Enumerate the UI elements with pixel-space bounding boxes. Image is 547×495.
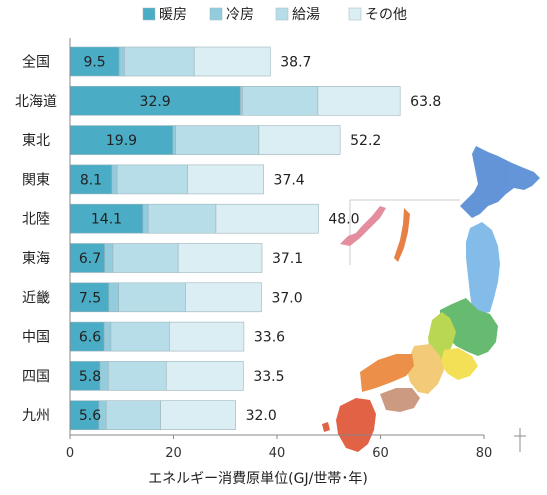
legend-swatch-1 bbox=[142, 7, 156, 21]
bar-segment-3 bbox=[124, 46, 195, 77]
x-axis-label: エネルギー消費原単位(GJ/世帯･年) bbox=[148, 471, 368, 487]
bar-segment-2 bbox=[103, 321, 112, 352]
legend-label-4: その他 bbox=[365, 7, 407, 23]
legend-label-2: 冷房 bbox=[226, 7, 254, 23]
category-label: 関東 bbox=[22, 172, 50, 188]
data-label: 9.5 bbox=[83, 55, 105, 71]
x-tick-label: 40 bbox=[269, 446, 286, 461]
category-label: 東北 bbox=[22, 133, 50, 149]
bar-segment-4 bbox=[317, 86, 401, 116]
bar-segment-3 bbox=[107, 361, 167, 391]
bar-segment-1 bbox=[69, 125, 174, 155]
category-label: 北陸 bbox=[22, 212, 50, 228]
bar-segment-2 bbox=[142, 203, 149, 234]
legend-swatch-3 bbox=[275, 7, 289, 21]
bar-segment-1 bbox=[69, 321, 105, 352]
x-tick-label: 80 bbox=[476, 446, 493, 461]
data-label: 32.9 bbox=[140, 94, 171, 110]
data-label: 8.1 bbox=[80, 172, 102, 188]
total-label: 48.0 bbox=[328, 212, 359, 228]
category-label: 近畿 bbox=[22, 290, 50, 306]
total-label: 37.1 bbox=[272, 251, 303, 267]
bar-segment-4 bbox=[177, 243, 263, 273]
legend-swatch-2 bbox=[209, 7, 223, 21]
x-tick-label: 20 bbox=[165, 446, 182, 461]
bar-segment-2 bbox=[111, 164, 118, 195]
bar-segment-3 bbox=[112, 243, 179, 273]
bar-segment-1 bbox=[69, 361, 101, 391]
x-tick-label: 60 bbox=[372, 446, 389, 461]
data-label: 6.6 bbox=[79, 330, 101, 346]
x-tick-label: 0 bbox=[66, 446, 74, 461]
bar-segment-3 bbox=[242, 86, 319, 116]
bar-segment-1 bbox=[69, 243, 105, 273]
legend-swatch-4 bbox=[348, 7, 362, 21]
legend: 暖房 冷房 給湯 その他 bbox=[142, 6, 407, 23]
bar-segment-4 bbox=[187, 164, 264, 195]
category-label: 北海道 bbox=[15, 94, 57, 110]
bar-segment-2 bbox=[108, 282, 119, 313]
total-label: 33.5 bbox=[253, 369, 284, 385]
bar-segment-2 bbox=[99, 361, 109, 391]
bar-segment-3 bbox=[118, 282, 186, 313]
japan-region-map-icon bbox=[322, 146, 540, 452]
bar-segment-4 bbox=[258, 125, 341, 155]
total-label: 38.7 bbox=[280, 55, 311, 71]
bar-segment-4 bbox=[165, 361, 244, 391]
bar-segment-4 bbox=[185, 282, 262, 313]
bar-segment-2 bbox=[239, 86, 243, 116]
bar-segment-4 bbox=[215, 203, 319, 234]
bar-segment-1 bbox=[69, 46, 120, 77]
bar-segment-2 bbox=[104, 243, 114, 273]
legend-label-1: 暖房 bbox=[159, 7, 187, 23]
category-label: 中国 bbox=[22, 330, 50, 346]
data-label: 5.8 bbox=[79, 369, 101, 385]
bar-segment-2 bbox=[118, 46, 125, 77]
category-label: 九州 bbox=[22, 408, 50, 424]
total-label: 37.4 bbox=[274, 172, 305, 188]
bar-segment-4 bbox=[160, 400, 236, 431]
bar-segment-4 bbox=[169, 321, 245, 352]
x-axis: 0 20 40 60 80 bbox=[66, 38, 492, 461]
bar-segment-3 bbox=[105, 400, 161, 431]
total-label: 33.6 bbox=[254, 330, 285, 346]
data-label: 14.1 bbox=[91, 212, 122, 228]
category-label: 全国 bbox=[22, 54, 50, 71]
bar-segment-3 bbox=[116, 164, 188, 195]
total-label: 63.8 bbox=[410, 94, 441, 110]
bar-segment-2 bbox=[172, 125, 176, 155]
bar-segment-3 bbox=[175, 125, 260, 155]
category-label: 東海 bbox=[22, 251, 50, 267]
data-label: 5.6 bbox=[79, 408, 101, 424]
data-label: 7.5 bbox=[79, 290, 101, 306]
bar-segment-3 bbox=[147, 203, 217, 234]
data-label: 6.7 bbox=[79, 251, 101, 267]
total-label: 52.2 bbox=[350, 133, 381, 149]
total-label: 37.0 bbox=[271, 290, 302, 306]
bar-segment-3 bbox=[110, 321, 170, 352]
bar-segment-4 bbox=[193, 46, 271, 77]
legend-label-3: 給湯 bbox=[292, 6, 320, 23]
category-label: 四国 bbox=[22, 369, 50, 385]
bars: 全国 9.5 38.7 北海道 32.9 63.8 東北 19.9 52.2 関東 8.1 37.4 北… bbox=[15, 46, 441, 431]
total-label: 32.0 bbox=[246, 408, 277, 424]
data-label: 19.9 bbox=[106, 133, 137, 149]
